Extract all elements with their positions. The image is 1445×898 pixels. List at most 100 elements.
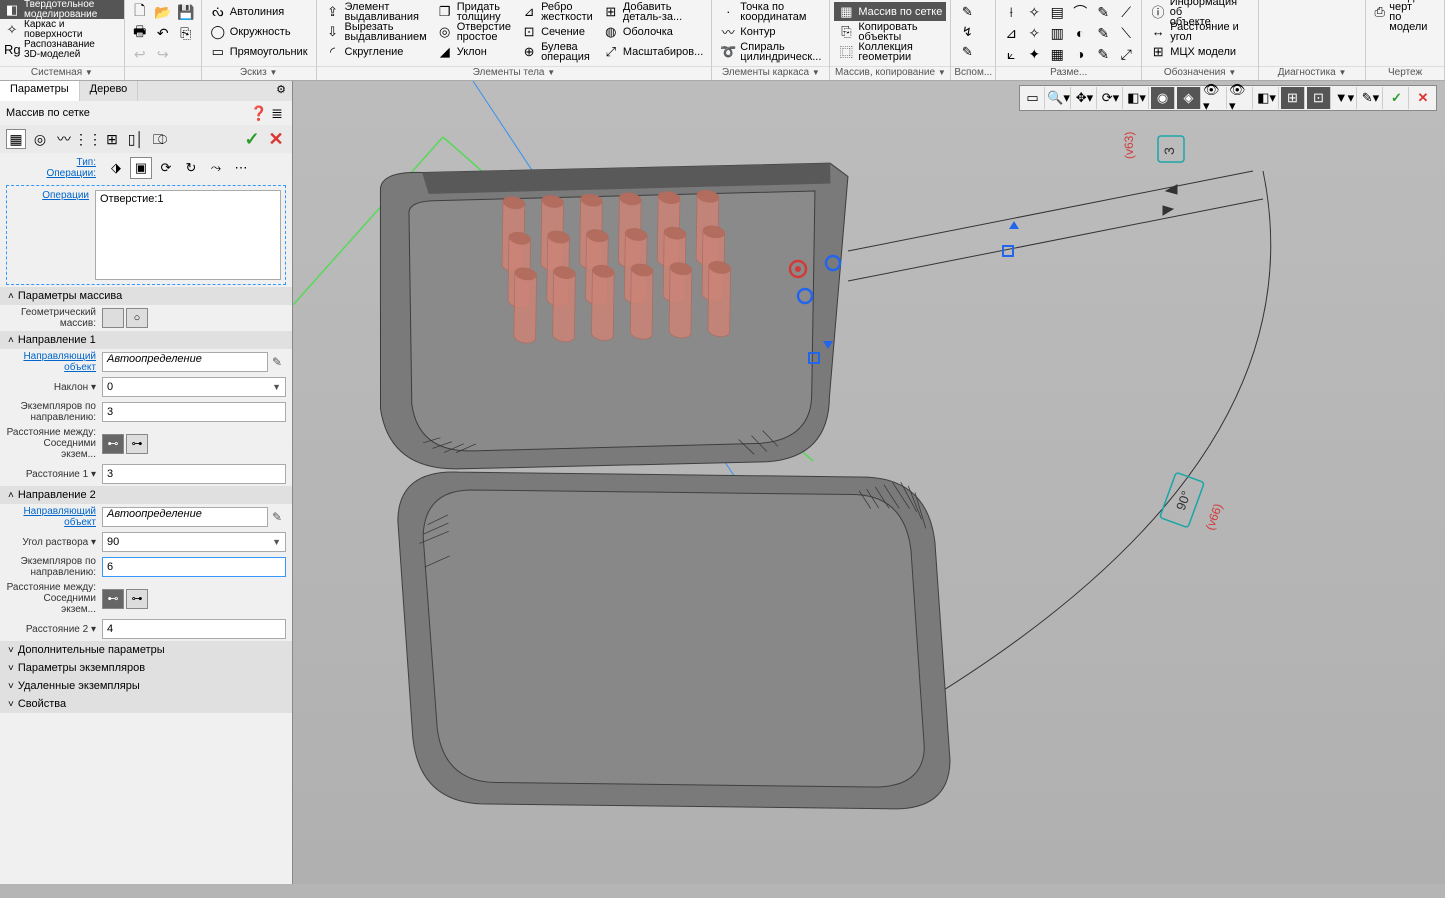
dist2-input[interactable]	[102, 619, 286, 639]
d9-icon[interactable]: ▥	[1046, 23, 1068, 43]
sec-dir1[interactable]: Направление 1	[0, 331, 292, 349]
distbtw2-b[interactable]: ⊶	[126, 589, 148, 609]
count2-input[interactable]	[102, 557, 286, 577]
guide1-value[interactable]: Автоопределение	[102, 352, 268, 372]
d10-icon[interactable]: ◐	[1069, 23, 1091, 43]
type-conc-icon[interactable]: ◎	[30, 129, 50, 149]
mode-solid[interactable]: ◧Твердотельное моделирование	[0, 0, 124, 19]
guide2-pick-icon[interactable]: ✎	[268, 510, 286, 524]
apply-icon[interactable]: ✓	[242, 129, 262, 149]
d2-icon[interactable]: ✧	[1023, 2, 1045, 22]
viewport[interactable]: ▭ 🔍▾ ✥▾ ⟳▾ ◧▾ ◉ ◈ 👁▾ 👁▾ ◧▾ ⊞ ⊡ ▼▾ ✎▾ ✓ ✕…	[293, 81, 1445, 884]
btn-hole[interactable]: ◎Отверстие простое	[433, 22, 515, 41]
type-table-icon[interactable]: ⊞	[102, 129, 122, 149]
btn-scale[interactable]: ⤢Масштабиров...	[599, 42, 707, 61]
optype3-icon[interactable]: ⟳	[155, 157, 177, 179]
btn-collection[interactable]: ⿴Коллекция геометрии	[834, 42, 946, 61]
tree-toggle-icon[interactable]: ≣	[268, 105, 286, 122]
ops-list[interactable]: Отверстие:1	[95, 190, 281, 280]
geom-off[interactable]: ○	[126, 308, 148, 328]
new-icon[interactable]: 🗋	[129, 2, 151, 22]
btn-copy-obj[interactable]: ⎘Копировать объекты	[834, 22, 946, 41]
guide1-label[interactable]: Направляющий объект	[6, 351, 102, 373]
d16-icon[interactable]: ◑	[1069, 44, 1091, 64]
sec-inst[interactable]: Параметры экземпляров	[0, 659, 292, 677]
tilt-dd[interactable]: 0▼	[102, 377, 286, 397]
btn-section[interactable]: ⊡Сечение	[517, 22, 597, 41]
d8-icon[interactable]: ✧	[1023, 23, 1045, 43]
count1-input[interactable]	[102, 402, 286, 422]
open-icon[interactable]: 📂	[152, 2, 174, 22]
mode-wire[interactable]: ✧Каркас и поверхности	[0, 20, 124, 39]
sec-dir2[interactable]: Направление 2	[0, 486, 292, 504]
btn-shell[interactable]: ◍Оболочка	[599, 22, 707, 41]
btn-grid-array[interactable]: ▦Массив по сетке	[834, 2, 946, 21]
type-points-icon[interactable]: ⋮⋮	[78, 129, 98, 149]
sec-mass-params[interactable]: Параметры массива	[0, 287, 292, 305]
btn-point[interactable]: ·Точка по координатам	[716, 2, 825, 21]
btn-rect[interactable]: ▭Прямоугольник	[206, 42, 312, 61]
copy-icon[interactable]: ⎘	[175, 23, 197, 43]
btn-add[interactable]: ⊞Добавить деталь-за...	[599, 2, 707, 21]
sec-props[interactable]: Свойства	[0, 695, 292, 713]
panel-gear-icon[interactable]: ⚙	[270, 81, 292, 101]
distbtw1-a[interactable]: ⊷	[102, 434, 124, 454]
d6-icon[interactable]: ⟋	[1115, 2, 1137, 22]
sec-del[interactable]: Удаленные экземпляры	[0, 677, 292, 695]
btn-info[interactable]: ⓘИнформация об объекте	[1146, 2, 1254, 21]
d15-icon[interactable]: ▦	[1046, 44, 1068, 64]
geom-on[interactable]	[102, 308, 124, 328]
btn-spiral[interactable]: ➰Спираль цилиндрическ...	[716, 42, 825, 61]
aux3-icon[interactable]: ✎	[955, 42, 979, 61]
angle-dd[interactable]: 90▼	[102, 532, 286, 552]
d17-icon[interactable]: ✎	[1092, 44, 1114, 64]
btn-fillet[interactable]: ◜Скругление	[321, 42, 431, 61]
d14-icon[interactable]: ✦	[1023, 44, 1045, 64]
print-icon[interactable]: 🖶	[129, 23, 151, 43]
optype5-icon[interactable]: ⤳	[205, 157, 227, 179]
d7-icon[interactable]: ⊿	[1000, 23, 1022, 43]
d13-icon[interactable]: ⟀	[1000, 44, 1022, 64]
back-icon[interactable]: ↩	[129, 44, 151, 64]
btn-circle[interactable]: ◯Окружность	[206, 22, 312, 41]
type-mirror-icon[interactable]: ▯│	[126, 129, 146, 149]
btn-autoline[interactable]: ᔔАвтолиния	[206, 2, 312, 21]
guide2-label[interactable]: Направляющий объект	[6, 506, 102, 528]
dist1-input[interactable]	[102, 464, 286, 484]
sec-more[interactable]: Дополнительные параметры	[0, 641, 292, 659]
btn-mcx[interactable]: ⊞МЦХ модели	[1146, 42, 1254, 61]
d12-icon[interactable]: ⟍	[1115, 23, 1137, 43]
fwd-icon[interactable]: ↪	[152, 44, 174, 64]
type-grid-icon[interactable]: ▦	[6, 129, 26, 149]
save-icon[interactable]: 💾	[175, 2, 197, 22]
optype6-icon[interactable]: ⋯	[230, 157, 252, 179]
btn-extrude[interactable]: ⇪Элемент выдавливания	[321, 2, 431, 21]
btn-bool[interactable]: ⊕Булева операция	[517, 42, 597, 61]
d4-icon[interactable]: ⌒	[1069, 2, 1091, 22]
btn-create-drawing[interactable]: ⎙Создать черт по модели	[1370, 2, 1440, 21]
optype4-icon[interactable]: ↻	[180, 157, 202, 179]
btn-slope[interactable]: ◢Уклон	[433, 42, 515, 61]
undo-icon[interactable]: ↶	[152, 23, 174, 43]
d18-icon[interactable]: ⤢	[1115, 44, 1137, 64]
tab-tree[interactable]: Дерево	[80, 81, 139, 101]
d3-icon[interactable]: ▤	[1046, 2, 1068, 22]
btn-contour[interactable]: 〰Контур	[716, 22, 825, 41]
ops-link[interactable]: Операции	[11, 190, 95, 280]
type-curve-icon[interactable]: 〰	[54, 129, 74, 149]
aux1-icon[interactable]: ✎	[955, 2, 979, 21]
cancel-icon[interactable]: ✕	[266, 129, 286, 149]
help-icon[interactable]: ❓	[250, 105, 268, 122]
distbtw1-b[interactable]: ⊶	[126, 434, 148, 454]
d1-icon[interactable]: ⟊	[1000, 2, 1022, 22]
mode-recognize[interactable]: RgРаспознавание 3D-моделей	[0, 40, 124, 59]
aux2-icon[interactable]: ↯	[955, 22, 979, 41]
optype1-icon[interactable]: ⬗	[105, 157, 127, 179]
btn-thick[interactable]: ❐Придать толщину	[433, 2, 515, 21]
type-dup-icon[interactable]: ⎄	[150, 129, 170, 149]
optype2-icon[interactable]: ▣	[130, 157, 152, 179]
d11-icon[interactable]: ✎	[1092, 23, 1114, 43]
d5-icon[interactable]: ✎	[1092, 2, 1114, 22]
guide2-value[interactable]: Автоопределение	[102, 507, 268, 527]
guide1-pick-icon[interactable]: ✎	[268, 355, 286, 369]
